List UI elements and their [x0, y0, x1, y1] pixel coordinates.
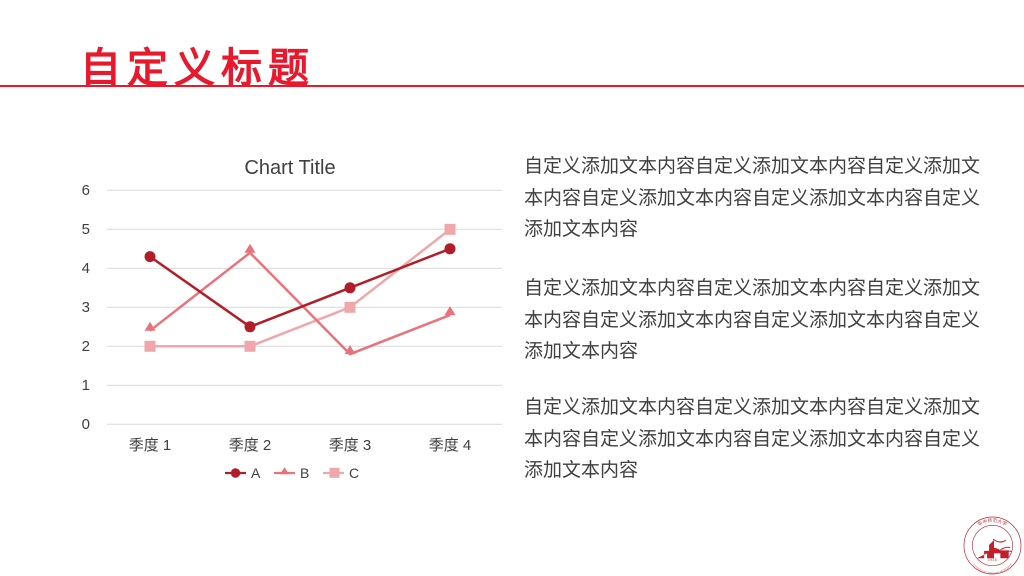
svg-text:5: 5 — [82, 221, 90, 238]
svg-text:华中师范大学: 华中师范大学 — [976, 517, 1008, 528]
svg-text:1: 1 — [82, 377, 90, 394]
svg-text:2: 2 — [82, 338, 90, 355]
svg-text:季度 3: 季度 3 — [329, 437, 372, 454]
svg-text:A: A — [251, 465, 261, 481]
svg-text:3: 3 — [82, 299, 90, 316]
svg-text:4: 4 — [82, 260, 90, 277]
svg-text:6: 6 — [82, 182, 90, 199]
svg-text:季度 1: 季度 1 — [129, 437, 172, 454]
svg-text:0: 0 — [82, 416, 90, 433]
svg-text:季度 4: 季度 4 — [429, 437, 472, 454]
svg-text:B: B — [300, 465, 309, 481]
svg-text:C: C — [349, 465, 359, 481]
svg-text:HUAZHONG NORMAL UNIVERSITY: HUAZHONG NORMAL UNIVERSITY — [973, 562, 1012, 574]
svg-text:季度 2: 季度 2 — [229, 437, 272, 454]
svg-text:1938: 1938 — [988, 558, 997, 562]
